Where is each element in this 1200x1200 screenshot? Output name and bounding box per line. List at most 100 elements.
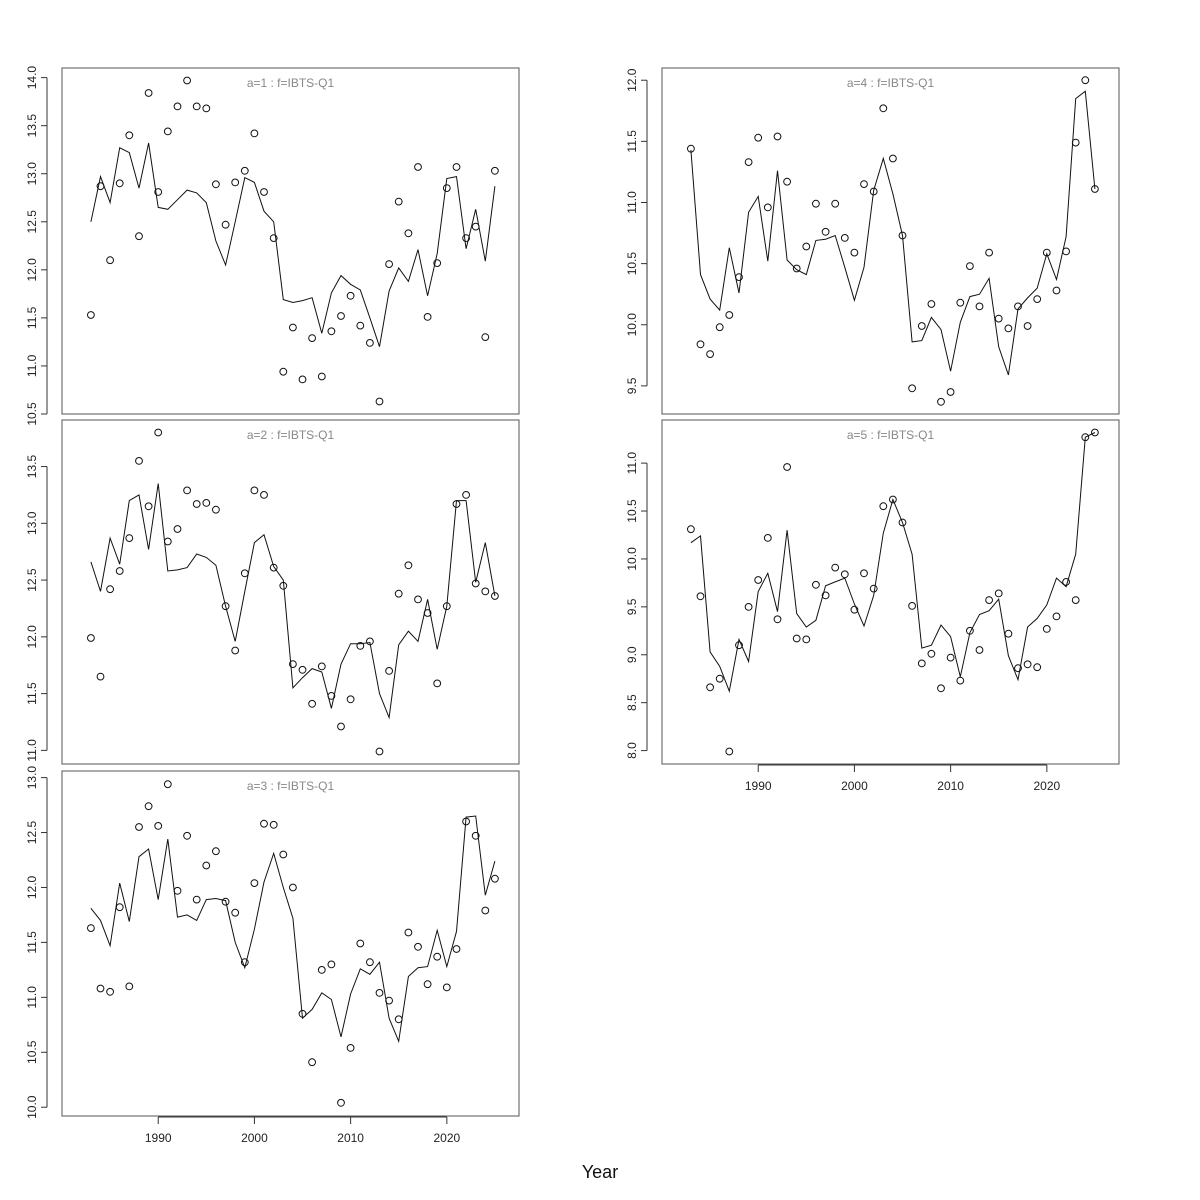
data-point	[298, 375, 307, 384]
panel-frame	[61, 419, 520, 765]
data-point	[1062, 247, 1070, 256]
y-tick-label: 11.0	[25, 986, 39, 1009]
x-tick-label: 2010	[937, 779, 964, 793]
data-point	[1042, 625, 1051, 633]
data-point	[1004, 629, 1013, 638]
panel-title: a=1 : f=IBTS-Q1	[247, 76, 335, 90]
data-point	[289, 323, 297, 332]
data-point	[1033, 295, 1042, 304]
data-point	[87, 311, 95, 319]
data-point	[346, 1044, 355, 1052]
data-point	[889, 154, 897, 163]
data-point	[356, 642, 365, 650]
data-point	[481, 333, 490, 342]
data-point	[173, 102, 182, 111]
y-tick-label: 13.5	[25, 455, 39, 479]
data-point	[696, 340, 705, 349]
data-point	[889, 495, 897, 504]
y-tick-label: 9.5	[625, 377, 639, 394]
data-point	[366, 637, 374, 646]
data-point	[414, 595, 422, 604]
data-point	[317, 662, 326, 671]
data-point	[87, 634, 95, 642]
data-point	[394, 1015, 403, 1024]
data-point	[404, 928, 413, 937]
data-point	[356, 321, 365, 330]
data-point	[471, 579, 480, 588]
data-point	[946, 388, 955, 396]
data-point	[394, 197, 403, 206]
data-point	[840, 570, 849, 579]
data-point	[308, 699, 317, 708]
data-point	[792, 634, 801, 643]
data-point	[125, 534, 134, 542]
data-point	[106, 256, 114, 265]
data-point	[260, 491, 268, 499]
data-point	[975, 646, 984, 654]
y-tick-label: 8.5	[625, 694, 639, 711]
data-point	[96, 672, 105, 681]
data-point	[869, 584, 878, 593]
data-point	[173, 525, 182, 533]
data-point	[481, 587, 490, 596]
data-point	[1081, 76, 1090, 85]
data-point	[1091, 428, 1099, 437]
data-point	[327, 692, 336, 700]
data-point	[985, 248, 993, 257]
y-tick-label: 9.0	[625, 646, 639, 663]
data-point	[423, 609, 432, 617]
data-point	[481, 906, 490, 915]
data-point	[696, 592, 705, 601]
y-tick-label: 12.5	[25, 568, 39, 592]
data-point	[337, 312, 345, 320]
data-point	[744, 603, 753, 611]
data-point	[783, 463, 791, 471]
data-point	[414, 942, 422, 951]
data-point	[183, 831, 192, 840]
panel-title: a=2 : f=IBTS-Q1	[247, 428, 335, 442]
data-point	[802, 242, 811, 251]
data-point	[1023, 660, 1032, 669]
fitted-line	[90, 815, 496, 1044]
data-point	[423, 980, 432, 989]
data-point	[337, 722, 345, 731]
data-point	[115, 567, 124, 575]
panel-frame	[61, 770, 520, 1117]
data-point	[821, 591, 830, 600]
data-point	[202, 104, 211, 113]
data-point	[269, 820, 278, 829]
data-point	[966, 262, 974, 271]
data-point	[1052, 286, 1061, 295]
data-point	[279, 367, 288, 376]
data-point	[154, 188, 163, 196]
data-point	[831, 563, 840, 572]
data-point	[289, 660, 297, 668]
data-point	[773, 615, 782, 624]
data-point	[433, 259, 442, 268]
data-point	[279, 581, 288, 590]
fitted-line	[690, 432, 1096, 694]
data-point	[471, 222, 480, 231]
data-point	[1071, 596, 1080, 604]
data-point	[1004, 324, 1013, 333]
data-point	[317, 966, 326, 974]
panel-frame	[661, 419, 1120, 765]
data-point	[414, 163, 422, 171]
data-point	[491, 874, 499, 883]
data-point	[1023, 322, 1032, 330]
data-point	[260, 188, 268, 196]
panel-title: a=5 : f=IBTS-Q1	[847, 428, 935, 442]
data-point	[144, 502, 153, 511]
y-tick-label: 10.5	[25, 402, 39, 426]
data-point	[346, 695, 355, 704]
y-tick-label: 9.5	[625, 598, 639, 615]
data-point	[135, 232, 143, 241]
data-point	[308, 1058, 317, 1067]
data-point	[221, 897, 230, 906]
data-point	[898, 518, 907, 527]
data-point	[1014, 664, 1022, 673]
data-point	[375, 989, 384, 997]
y-tick-label: 12.5	[25, 821, 39, 845]
y-tick-label: 11.5	[25, 682, 39, 705]
data-point	[96, 182, 105, 191]
